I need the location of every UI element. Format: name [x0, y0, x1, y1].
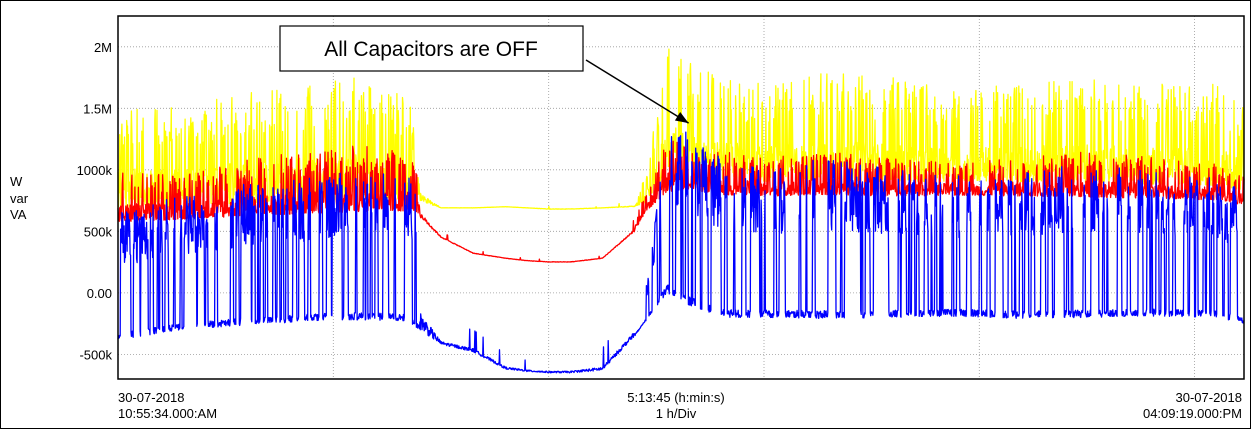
- y-tick-label-0: -500k: [79, 347, 112, 362]
- gridlines: [118, 16, 1244, 379]
- y-tick-label-4: 1.5M: [83, 101, 112, 116]
- x-start-time: 10:55:34.000:AM: [118, 406, 217, 421]
- ylabel-line-1: W: [10, 174, 23, 189]
- x-span-label: 5:13:45 (h:min:s): [627, 390, 725, 405]
- plot-frame: [117, 15, 1245, 380]
- ylabel-line-2: var: [10, 191, 29, 206]
- x-end-time: 04:09:19.000:PM: [1143, 406, 1242, 421]
- annotation-arrowhead: [674, 112, 689, 124]
- ylabel-line-3: VA: [10, 207, 27, 222]
- y-tick-label-2: 500k: [84, 224, 113, 239]
- series-var-line: [117, 131, 1245, 374]
- series-layer: [117, 48, 1245, 374]
- y-tick-label-3: 1000k: [77, 163, 113, 178]
- y-tick-labels: -500k 0.00 500k 1000k 1.5M 2M: [77, 40, 113, 363]
- series-va-line: [117, 48, 1245, 210]
- annotation-box: [279, 25, 584, 72]
- x-start-date: 30-07-2018: [118, 390, 185, 405]
- annotation-arrow: [585, 59, 689, 124]
- y-tick-label-1: 0.00: [87, 286, 112, 301]
- y-tick-label-5: 2M: [94, 40, 112, 55]
- annotation-callout: All Capacitors are OFF: [279, 25, 689, 124]
- x-scale-label: 1 h/Div: [656, 406, 697, 421]
- annotation-text: All Capacitors are OFF: [324, 38, 538, 61]
- x-end-date: 30-07-2018: [1176, 390, 1243, 405]
